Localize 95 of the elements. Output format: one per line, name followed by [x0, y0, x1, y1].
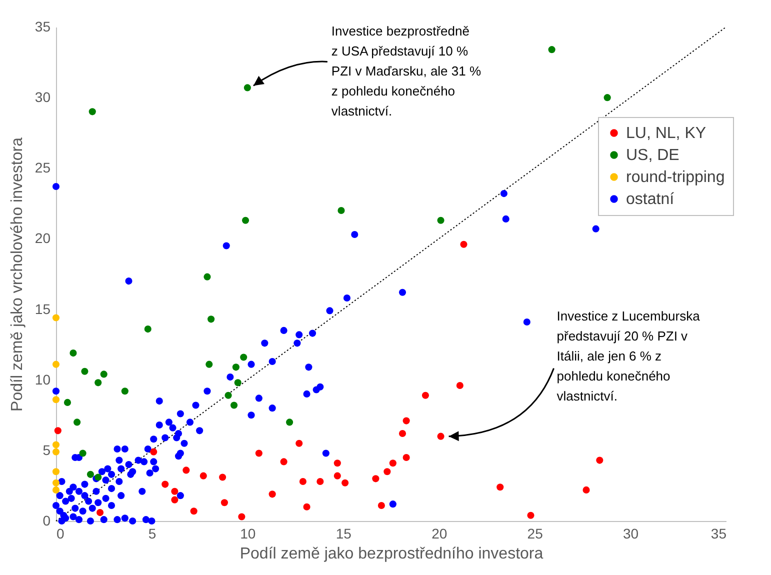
x-tick-label: 5	[148, 526, 156, 542]
point	[384, 468, 391, 476]
point	[86, 470, 94, 478]
point	[299, 478, 306, 486]
x-tick-label: 0	[56, 526, 64, 542]
y-tick-label: 0	[42, 512, 51, 528]
point	[234, 379, 242, 386]
point	[52, 441, 60, 448]
point	[398, 430, 406, 438]
legend-label: LU, NL, KY	[626, 125, 706, 142]
x-tick-label: 30	[622, 526, 639, 542]
point	[316, 478, 324, 486]
point	[334, 472, 341, 480]
y-axis-title: Podíl země jako vrcholového investora	[8, 137, 26, 412]
point	[54, 427, 62, 434]
point	[52, 468, 60, 476]
point	[372, 475, 380, 482]
point	[204, 273, 211, 280]
point	[402, 417, 410, 424]
point	[52, 360, 60, 368]
point	[338, 206, 345, 214]
point	[190, 508, 198, 515]
x-tick-label: 35	[710, 526, 727, 542]
point	[240, 354, 248, 361]
legend-label: US, DE	[626, 147, 680, 164]
x-tick-label: 20	[432, 526, 448, 542]
point	[280, 458, 288, 466]
y-tick-label: 15	[34, 300, 51, 317]
point	[255, 450, 262, 457]
point	[171, 496, 178, 504]
point	[208, 316, 215, 323]
point	[232, 364, 240, 371]
point	[378, 502, 385, 510]
point	[64, 398, 72, 406]
point	[96, 509, 104, 516]
point	[220, 499, 228, 506]
x-tick-label: 10	[240, 526, 256, 542]
point	[242, 216, 250, 224]
point	[604, 94, 611, 102]
point	[52, 396, 60, 404]
point	[94, 379, 102, 386]
point	[596, 456, 604, 464]
y-tick-label: 20	[34, 230, 51, 246]
point	[238, 513, 246, 520]
point	[52, 486, 60, 494]
x-axis-title: Podíl země jako bezprostředního investora	[240, 546, 544, 562]
point	[460, 240, 468, 248]
point	[296, 440, 303, 447]
point	[171, 488, 178, 495]
point	[402, 454, 410, 462]
y-tick-label: 30	[34, 89, 51, 106]
point	[548, 46, 556, 54]
x-tick-label: 25	[527, 526, 544, 542]
point	[52, 479, 60, 486]
point	[219, 474, 226, 481]
point	[422, 392, 429, 399]
point	[88, 108, 96, 116]
point	[81, 368, 88, 375]
annotation: Investice z Lucemburska představují 20 % PZI v Itálii, ale jen 6 % z pohledu konečného vlastnictví.	[556, 308, 701, 404]
point	[389, 460, 396, 467]
y-tick-label: 25	[34, 160, 51, 176]
y-tick-label: 35	[34, 18, 51, 34]
point	[303, 503, 310, 510]
point	[527, 512, 534, 519]
point	[206, 360, 213, 368]
point	[52, 314, 60, 322]
point	[70, 350, 77, 357]
point	[162, 480, 169, 488]
point	[100, 370, 108, 378]
point	[182, 466, 190, 474]
annotation: Investice bezprostředně z USA představují 10 % PZI v Maďarsku, ale 31 % z pohledu konečného vlastnictví.	[331, 24, 482, 119]
point	[334, 460, 341, 467]
point	[244, 84, 251, 92]
point	[74, 418, 81, 426]
point	[496, 484, 504, 491]
point	[437, 216, 444, 224]
point	[437, 432, 444, 440]
point	[286, 418, 294, 426]
point	[342, 479, 349, 486]
point	[582, 486, 590, 494]
point	[79, 450, 86, 457]
point	[200, 472, 207, 480]
point	[121, 388, 128, 395]
legend-label: round-tripping	[626, 169, 725, 186]
point	[52, 448, 60, 456]
y-tick-label: 10	[34, 371, 51, 388]
x-tick-label: 15	[336, 526, 352, 542]
legend-label: ostatní	[626, 191, 675, 208]
point	[150, 448, 158, 456]
point	[456, 382, 464, 390]
point	[230, 402, 238, 409]
point	[224, 392, 232, 399]
y-tick-label: 5	[42, 442, 51, 458]
point	[268, 490, 276, 498]
point	[144, 326, 152, 333]
